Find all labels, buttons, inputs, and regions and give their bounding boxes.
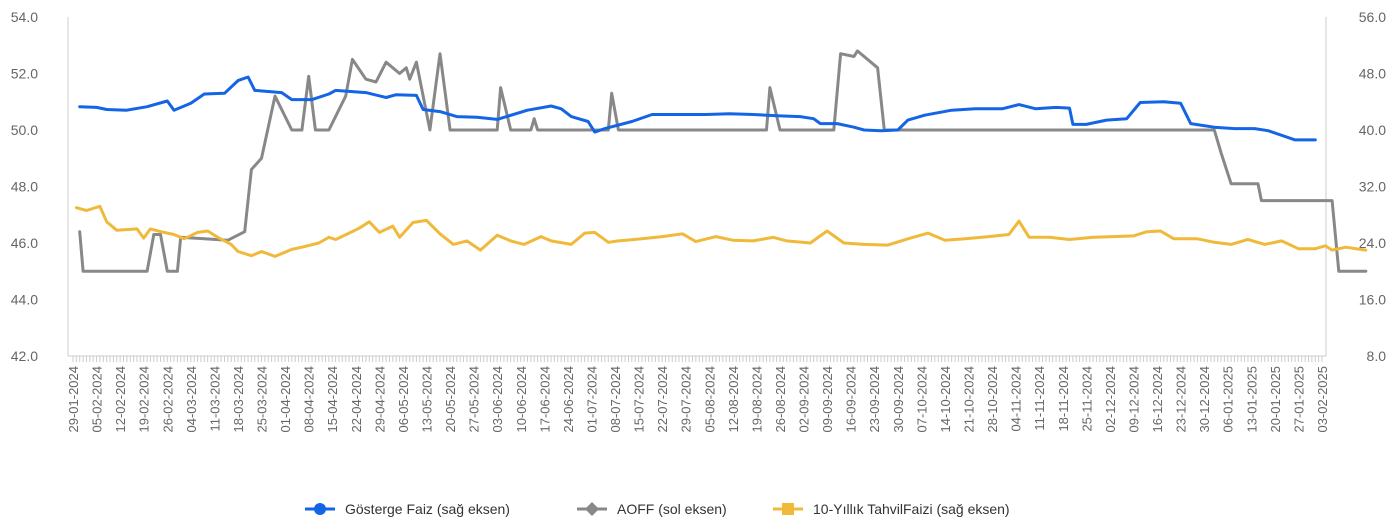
x-tick-label: 26-08-2024 [773, 366, 788, 433]
x-tick-label: 16-09-2024 [844, 366, 859, 433]
x-tick-label: 16-12-2024 [1150, 366, 1165, 433]
x-tick-label: 12-08-2024 [726, 366, 741, 433]
x-tick-label: 18-03-2024 [231, 366, 246, 433]
x-tick-label: 03-06-2024 [490, 366, 505, 433]
x-tick-label: 02-12-2024 [1103, 366, 1118, 433]
x-tick-label: 13-01-2025 [1244, 366, 1259, 433]
x-tick-label: 15-04-2024 [325, 366, 340, 433]
x-tick-label: 22-07-2024 [655, 366, 670, 433]
right-y-tick-label: 32.0 [1359, 179, 1386, 195]
x-tick-label: 04-11-2024 [1009, 366, 1024, 432]
left-y-tick-label: 50.0 [11, 122, 38, 138]
legend-label: AOFF (sol eksen) [617, 501, 727, 517]
x-tick-label: 24-06-2024 [561, 366, 576, 433]
x-tick-label: 13-05-2024 [420, 366, 435, 433]
x-tick-label: 06-05-2024 [396, 366, 411, 433]
legend-circle-marker [314, 503, 326, 515]
x-tick-label: 21-10-2024 [962, 366, 977, 433]
x-tick-label: 23-09-2024 [867, 366, 882, 433]
legend-label: Gösterge Faiz (sağ eksen) [345, 501, 510, 517]
left-y-tick-label: 48.0 [11, 179, 38, 195]
x-tick-label: 22-04-2024 [349, 366, 364, 433]
x-tick-label: 09-12-2024 [1127, 366, 1142, 433]
x-tick-label: 27-05-2024 [467, 366, 482, 433]
x-tick-label: 01-04-2024 [278, 366, 293, 433]
x-tick-label: 30-09-2024 [891, 366, 906, 433]
legend-item[interactable]: AOFF (sol eksen) [577, 501, 727, 517]
right-y-tick-label: 16.0 [1359, 292, 1386, 308]
x-tick-label: 05-02-2024 [90, 366, 105, 433]
x-tick-label: 29-04-2024 [372, 366, 387, 433]
left-y-tick-label: 54.0 [11, 9, 38, 25]
x-tick-label: 08-04-2024 [302, 366, 317, 433]
x-tick-label: 14-10-2024 [938, 366, 953, 433]
left-y-tick-label: 44.0 [11, 292, 38, 308]
x-tick-label: 04-03-2024 [184, 366, 199, 433]
left-y-axis: 42.0 44.0 46.0 48.0 50.0 52.0 54.0 [11, 9, 38, 364]
x-tick-label: 19-02-2024 [137, 366, 152, 433]
plot-frame [67, 17, 1327, 357]
left-y-tick-label: 52.0 [11, 66, 38, 82]
x-tick-label: 03-02-2025 [1315, 366, 1330, 433]
x-tick-label: 12-02-2024 [113, 366, 128, 433]
legend-label: 10-Yıllık TahvilFaizi (sağ eksen) [813, 501, 1010, 517]
series-line-g-sterge-faiz-sa-eksen[interactable] [78, 75, 1317, 142]
right-y-tick-label: 8.0 [1367, 348, 1387, 364]
x-tick-label: 29-01-2024 [66, 366, 81, 433]
right-y-tick-label: 56.0 [1359, 9, 1386, 25]
left-y-tick-label: 46.0 [11, 235, 38, 251]
x-tick-label: 23-12-2024 [1174, 366, 1189, 433]
x-tick-label: 20-05-2024 [443, 366, 458, 433]
x-tick-label: 25-11-2024 [1079, 366, 1094, 432]
right-y-axis: 8.0 16.0 24.0 32.0 40.0 48.0 56.0 [1359, 9, 1386, 364]
x-tick-label: 30-12-2024 [1197, 366, 1212, 433]
x-tick-label: 02-09-2024 [797, 366, 812, 433]
right-y-tick-label: 40.0 [1359, 122, 1386, 138]
x-tick-label: 26-02-2024 [160, 366, 175, 433]
series-layer [74, 49, 1368, 273]
left-y-tick-label: 42.0 [11, 348, 38, 364]
x-tick-label: 20-01-2025 [1268, 366, 1283, 433]
x-tick-label: 05-08-2024 [702, 366, 717, 433]
x-tick-label: 01-07-2024 [585, 366, 600, 433]
legend: Gösterge Faiz (sağ eksen) AOFF (sol eksen… [305, 501, 1010, 517]
legend-item[interactable]: Gösterge Faiz (sağ eksen) [305, 501, 510, 517]
legend-diamond-marker [585, 502, 599, 516]
x-tick-label: 15-07-2024 [632, 366, 647, 433]
series-line-10-y-ll-k-tahvilfaizi-sa-eksen[interactable] [74, 204, 1368, 258]
x-tick-label: 11-11-2024 [1032, 366, 1047, 431]
x-tick-label: 19-08-2024 [749, 366, 764, 433]
right-y-tick-label: 48.0 [1359, 66, 1386, 82]
legend-item[interactable]: 10-Yıllık TahvilFaizi (sağ eksen) [773, 501, 1010, 517]
x-tick-label: 29-07-2024 [679, 366, 694, 433]
x-tick-label: 17-06-2024 [537, 366, 552, 433]
x-axis: 29-01-2024 05-02-2024 12-02-2024 19-02-2024… [66, 356, 1330, 433]
x-tick-label: 08-07-2024 [608, 366, 623, 433]
x-tick-label: 06-01-2025 [1221, 366, 1236, 433]
x-tick-label: 27-01-2025 [1291, 366, 1306, 433]
right-y-tick-label: 24.0 [1359, 235, 1386, 251]
series-line-aoff-sol-eksen[interactable] [78, 49, 1368, 273]
x-tick-label: 09-09-2024 [820, 366, 835, 433]
legend-square-marker [782, 503, 794, 515]
x-tick-label: 07-10-2024 [914, 366, 929, 433]
x-tick-label: 18-11-2024 [1056, 366, 1071, 432]
x-tick-label: 28-10-2024 [985, 366, 1000, 433]
x-tick-label: 11-03-2024 [207, 366, 222, 432]
x-tick-label: 10-06-2024 [514, 366, 529, 433]
x-tick-label: 25-03-2024 [255, 366, 270, 433]
